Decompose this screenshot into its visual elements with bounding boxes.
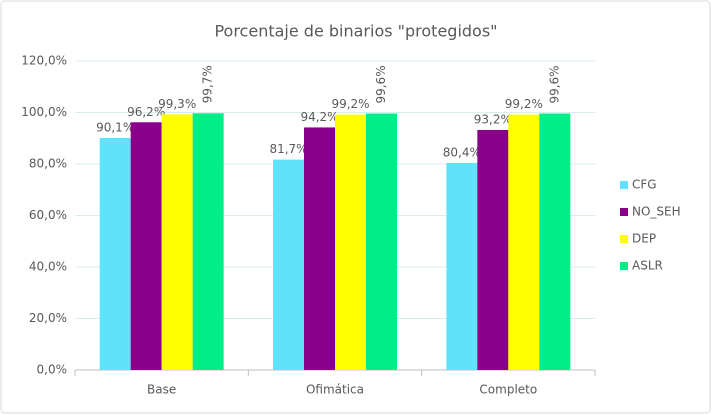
value-label: 81,7% (269, 142, 307, 156)
value-label: 99,6% (374, 65, 388, 103)
y-tick-label: 40,0% (29, 260, 67, 274)
y-tick-label: 100,0% (21, 105, 67, 119)
legend-label: CFG (632, 178, 657, 192)
value-label: 90,1% (96, 120, 134, 134)
value-label: 99,2% (505, 97, 543, 111)
bar (446, 162, 478, 370)
legend-swatch (620, 208, 628, 216)
bar (304, 127, 335, 370)
y-tick-label: 60,0% (29, 208, 67, 222)
bar (508, 114, 540, 370)
value-label: 94,2% (300, 110, 338, 124)
value-label: 99,7% (201, 65, 215, 103)
x-tick-label: Base (147, 383, 176, 397)
x-tick-label: Completo (479, 383, 537, 397)
bar (539, 113, 571, 370)
legend-swatch (620, 181, 628, 189)
legend-label: NO_SEH (632, 205, 681, 219)
bar (161, 114, 193, 371)
legend-label: ASLR (632, 259, 663, 273)
value-label: 93,2% (474, 113, 512, 127)
bar (192, 113, 224, 371)
y-tick-label: 120,0% (21, 54, 67, 68)
y-tick-label: 80,0% (29, 157, 67, 171)
legend-label: DEP (632, 232, 656, 246)
value-label: 99,2% (331, 97, 369, 111)
bar (130, 122, 162, 370)
x-tick-label: Ofimática (306, 383, 364, 397)
value-label: 96,2% (127, 105, 165, 119)
bar (335, 114, 366, 370)
legend-swatch (620, 235, 628, 243)
bar (366, 113, 397, 370)
y-tick-label: 20,0% (29, 311, 67, 325)
chart-title: Porcentaje de binarios "protegidos" (214, 22, 497, 41)
bar (477, 130, 509, 370)
bar (273, 159, 304, 370)
bar (99, 137, 131, 370)
legend-swatch (620, 262, 628, 270)
value-label: 99,3% (158, 97, 196, 111)
value-label: 80,4% (443, 145, 481, 159)
value-label: 99,6% (547, 65, 561, 103)
y-tick-label: 0,0% (37, 363, 68, 377)
